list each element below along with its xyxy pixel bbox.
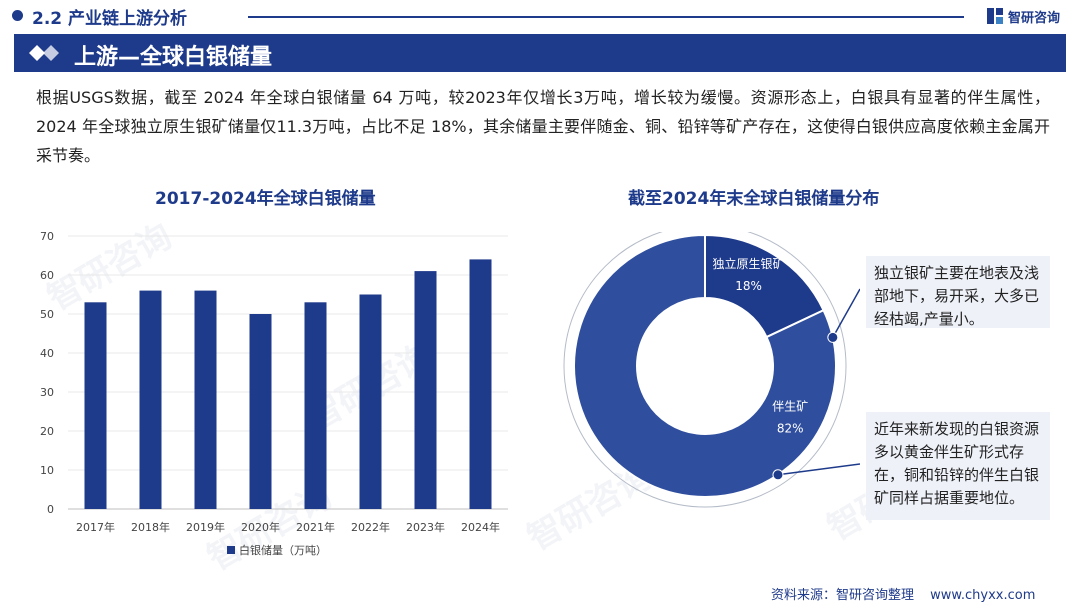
brand-logo: 智研咨询 — [986, 5, 1060, 27]
x-tick-label: 2017年 — [76, 520, 115, 534]
source-url: www.chyxx.com — [930, 588, 1036, 603]
slice-label: 独立原生银矿 — [713, 256, 785, 271]
diamond-icon — [29, 45, 59, 61]
x-tick-label: 2024年 — [461, 520, 500, 534]
x-tick-label: 2021年 — [296, 520, 335, 534]
y-tick-label: 20 — [40, 425, 54, 438]
y-tick-label: 70 — [40, 230, 54, 243]
bar — [469, 259, 492, 509]
header-divider — [248, 16, 964, 18]
y-tick-label: 10 — [40, 464, 54, 477]
y-tick-label: 40 — [40, 347, 54, 360]
bullet-dot-icon — [12, 10, 23, 21]
section-title: 2.2 产业链上游分析 — [32, 9, 188, 29]
bar — [84, 302, 107, 509]
x-tick-label: 2019年 — [186, 520, 225, 534]
y-tick-label: 0 — [47, 503, 54, 516]
annotation-connector — [832, 288, 860, 338]
y-tick-label: 50 — [40, 308, 54, 321]
annotation-box-associated: 近年来新发现的白银资源多以黄金伴生矿形式存在，铜和铅锌的伴生白银矿同样占据重要地… — [866, 412, 1050, 520]
banner: 上游—全球白银储量 — [14, 34, 1066, 72]
bar — [139, 290, 162, 509]
top-bar: 2.2 产业链上游分析 智研咨询 — [0, 0, 1080, 32]
y-tick-label: 30 — [40, 386, 54, 399]
bar-chart-title: 2017-2024年全球白银储量 — [155, 189, 376, 209]
annotation-dot-icon — [772, 469, 784, 481]
annotation-box-independent: 独立银矿主要在地表及浅部地下，易开采，大多已经枯竭,产量小。 — [866, 256, 1050, 328]
legend-label: 白银储量（万吨） — [239, 543, 327, 557]
intro-paragraph: 根据USGS数据，截至 2024 年全球白银储量 64 万吨，较2023年仅增长… — [36, 88, 1050, 165]
donut-slice-associated — [573, 233, 837, 498]
legend-swatch — [227, 546, 235, 554]
footer-source: 资料来源：智研咨询整理 www.chyxx.com — [771, 584, 1035, 603]
x-tick-label: 2018年 — [131, 520, 170, 534]
slice-value-label: 18% — [735, 279, 762, 293]
brand-name: 智研咨询 — [1008, 10, 1061, 26]
donut-outer-ring — [563, 232, 847, 508]
bar — [194, 290, 217, 509]
y-tick-label: 60 — [40, 269, 54, 282]
bar — [414, 271, 437, 509]
x-tick-label: 2023年 — [406, 520, 445, 534]
annotation-connector — [777, 463, 860, 476]
x-tick-label: 2022年 — [351, 520, 390, 534]
annotation-dot-icon — [827, 331, 839, 343]
annotation-text: 近年来新发现的白银资源多以黄金伴生矿形式存在，铜和铅锌的伴生白银矿同样占据重要地… — [874, 420, 1040, 507]
source-text: 资料来源：智研咨询整理 — [771, 588, 915, 603]
donut-chart-title: 截至2024年末全球白银储量分布 — [628, 189, 880, 209]
bar-chart: 0 10 20 30 40 50 60 70 2017年 2018年 2019年 2020年 2021年… — [40, 230, 508, 557]
bar — [359, 294, 382, 509]
slice-label: 伴生矿 — [772, 399, 808, 413]
banner-title: 上游—全球白银储量 — [74, 45, 273, 70]
slice-value-label: 82% — [777, 421, 804, 435]
bar — [304, 302, 327, 509]
x-tick-label: 2020年 — [241, 520, 280, 534]
brand-icon — [987, 8, 1003, 24]
donut-chart: 独立原生银矿 18% 伴生矿 82% — [563, 232, 860, 508]
bar — [249, 314, 272, 509]
annotation-text: 独立银矿主要在地表及浅部地下，易开采，大多已经枯竭,产量小。 — [874, 264, 1040, 328]
